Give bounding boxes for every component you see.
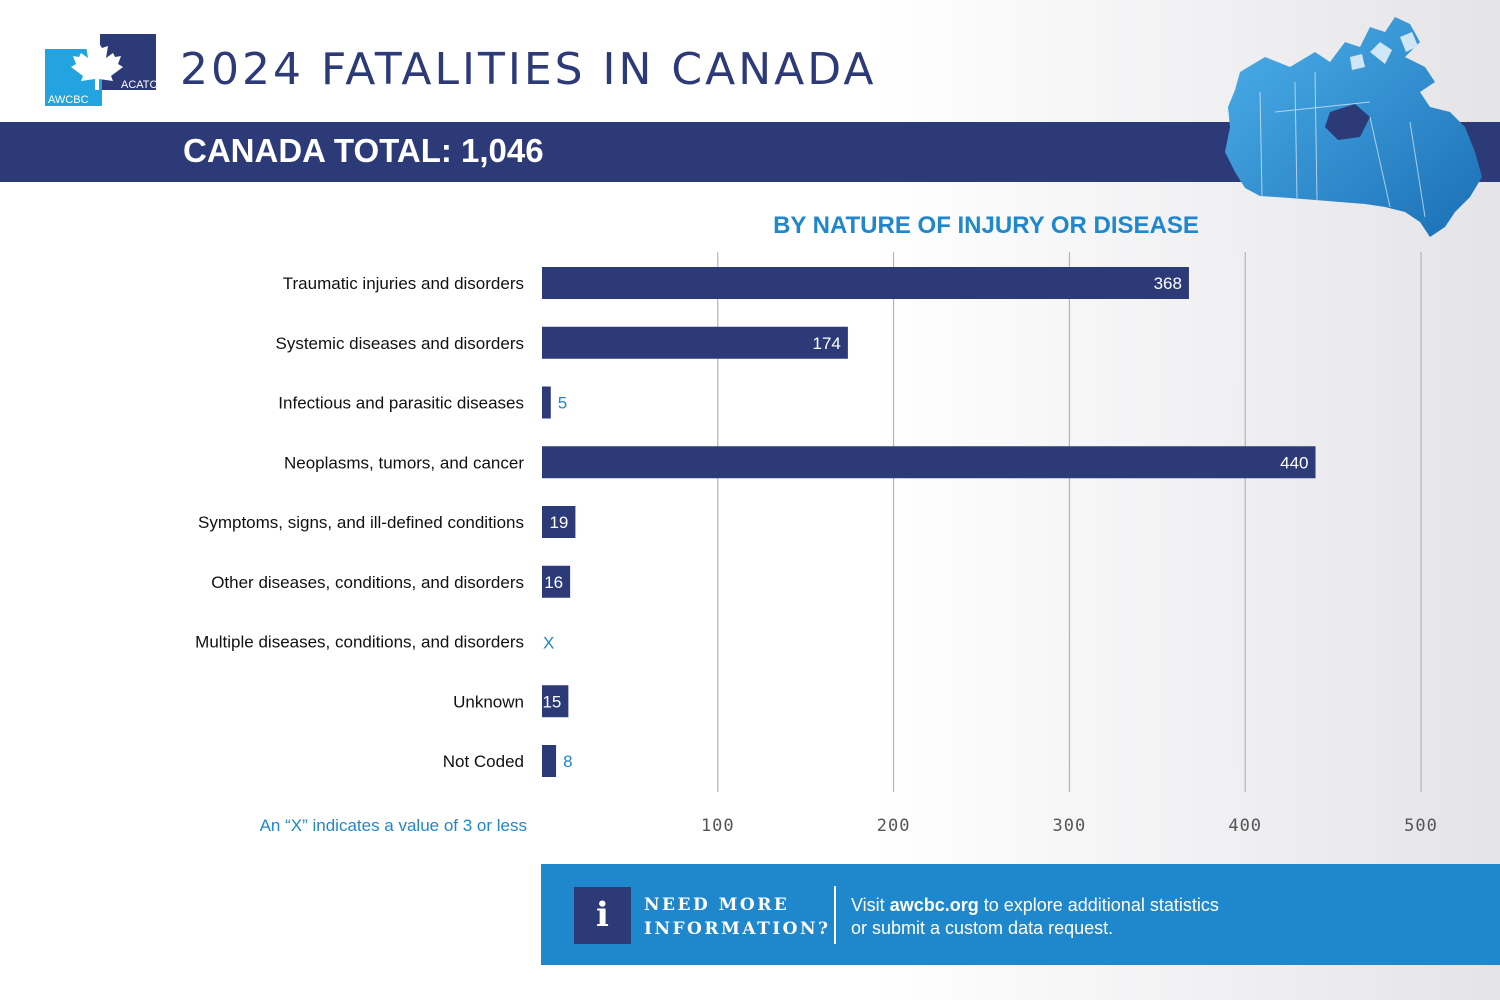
bar-chart: BY NATURE OF INJURY OR DISEASE Traumatic…	[195, 212, 1438, 836]
need-more-heading: NEED MORE INFORMATION?	[644, 893, 834, 941]
category-label: Infectious and parasitic diseases	[278, 394, 524, 413]
info-icon: i	[574, 887, 631, 944]
logo-left-text: AWCBC	[48, 94, 89, 106]
visit-text: Visit awcbc.org to explore additional st…	[851, 894, 1271, 940]
bar	[542, 506, 576, 538]
data-label: 8	[563, 752, 572, 771]
awcbc-logo: AWCBC ACATC	[45, 34, 158, 106]
data-label: 16	[544, 573, 563, 592]
category-label: Multiple diseases, conditions, and disor…	[195, 633, 524, 652]
need-more-line2: INFORMATION?	[644, 919, 831, 939]
bar	[542, 745, 557, 777]
info-banner: i NEED MORE INFORMATION? Visit awcbc.org…	[541, 864, 1500, 965]
x-tick-label: 300	[1053, 816, 1087, 836]
awcbc-link[interactable]: awcbc.org	[889, 895, 979, 915]
category-label: Other diseases, conditions, and disorder…	[211, 573, 524, 592]
bar	[542, 565, 571, 598]
data-label: 174	[813, 334, 841, 353]
x-tick-label: 400	[1228, 816, 1262, 836]
data-label: 19	[549, 513, 568, 532]
chart-title: BY NATURE OF INJURY OR DISEASE	[773, 212, 1199, 239]
x-tick-label: 100	[701, 816, 735, 836]
bar	[542, 267, 1189, 299]
category-label: Not Coded	[443, 752, 524, 771]
chart-note: An “X” indicates a value of 3 or less	[260, 816, 527, 835]
x-tick-label: 200	[877, 816, 911, 836]
category-label: Symptoms, signs, and ill-defined conditi…	[198, 513, 524, 532]
footer-divider	[834, 886, 836, 944]
bar	[542, 386, 551, 419]
data-label: 15	[542, 692, 561, 711]
need-more-line1: NEED MORE	[644, 895, 790, 915]
visit-line2: or submit a custom data request.	[851, 918, 1114, 938]
data-label: 368	[1154, 274, 1182, 293]
canada-map-icon	[1220, 12, 1490, 247]
category-label: Traumatic injuries and disorders	[283, 274, 524, 293]
category-label: Systemic diseases and disorders	[275, 334, 524, 353]
bar	[542, 326, 848, 359]
visit-prefix: Visit	[851, 895, 890, 915]
bar	[542, 446, 1316, 479]
data-label: 440	[1280, 453, 1308, 472]
page-title: 2024 FATALITIES IN CANADA	[180, 44, 877, 95]
category-label: Unknown	[453, 692, 524, 711]
visit-suffix: to explore additional statistics	[978, 895, 1219, 915]
data-label: X	[543, 634, 554, 653]
bar	[542, 685, 569, 718]
x-tick-label: 500	[1404, 816, 1438, 836]
canada-total-label: CANADA TOTAL: 1,046	[183, 132, 544, 169]
logo-right-text: ACATC	[121, 79, 156, 91]
data-label: 5	[558, 394, 567, 413]
category-label: Neoplasms, tumors, and cancer	[284, 453, 524, 472]
maple-leaf-icon	[71, 40, 123, 90]
